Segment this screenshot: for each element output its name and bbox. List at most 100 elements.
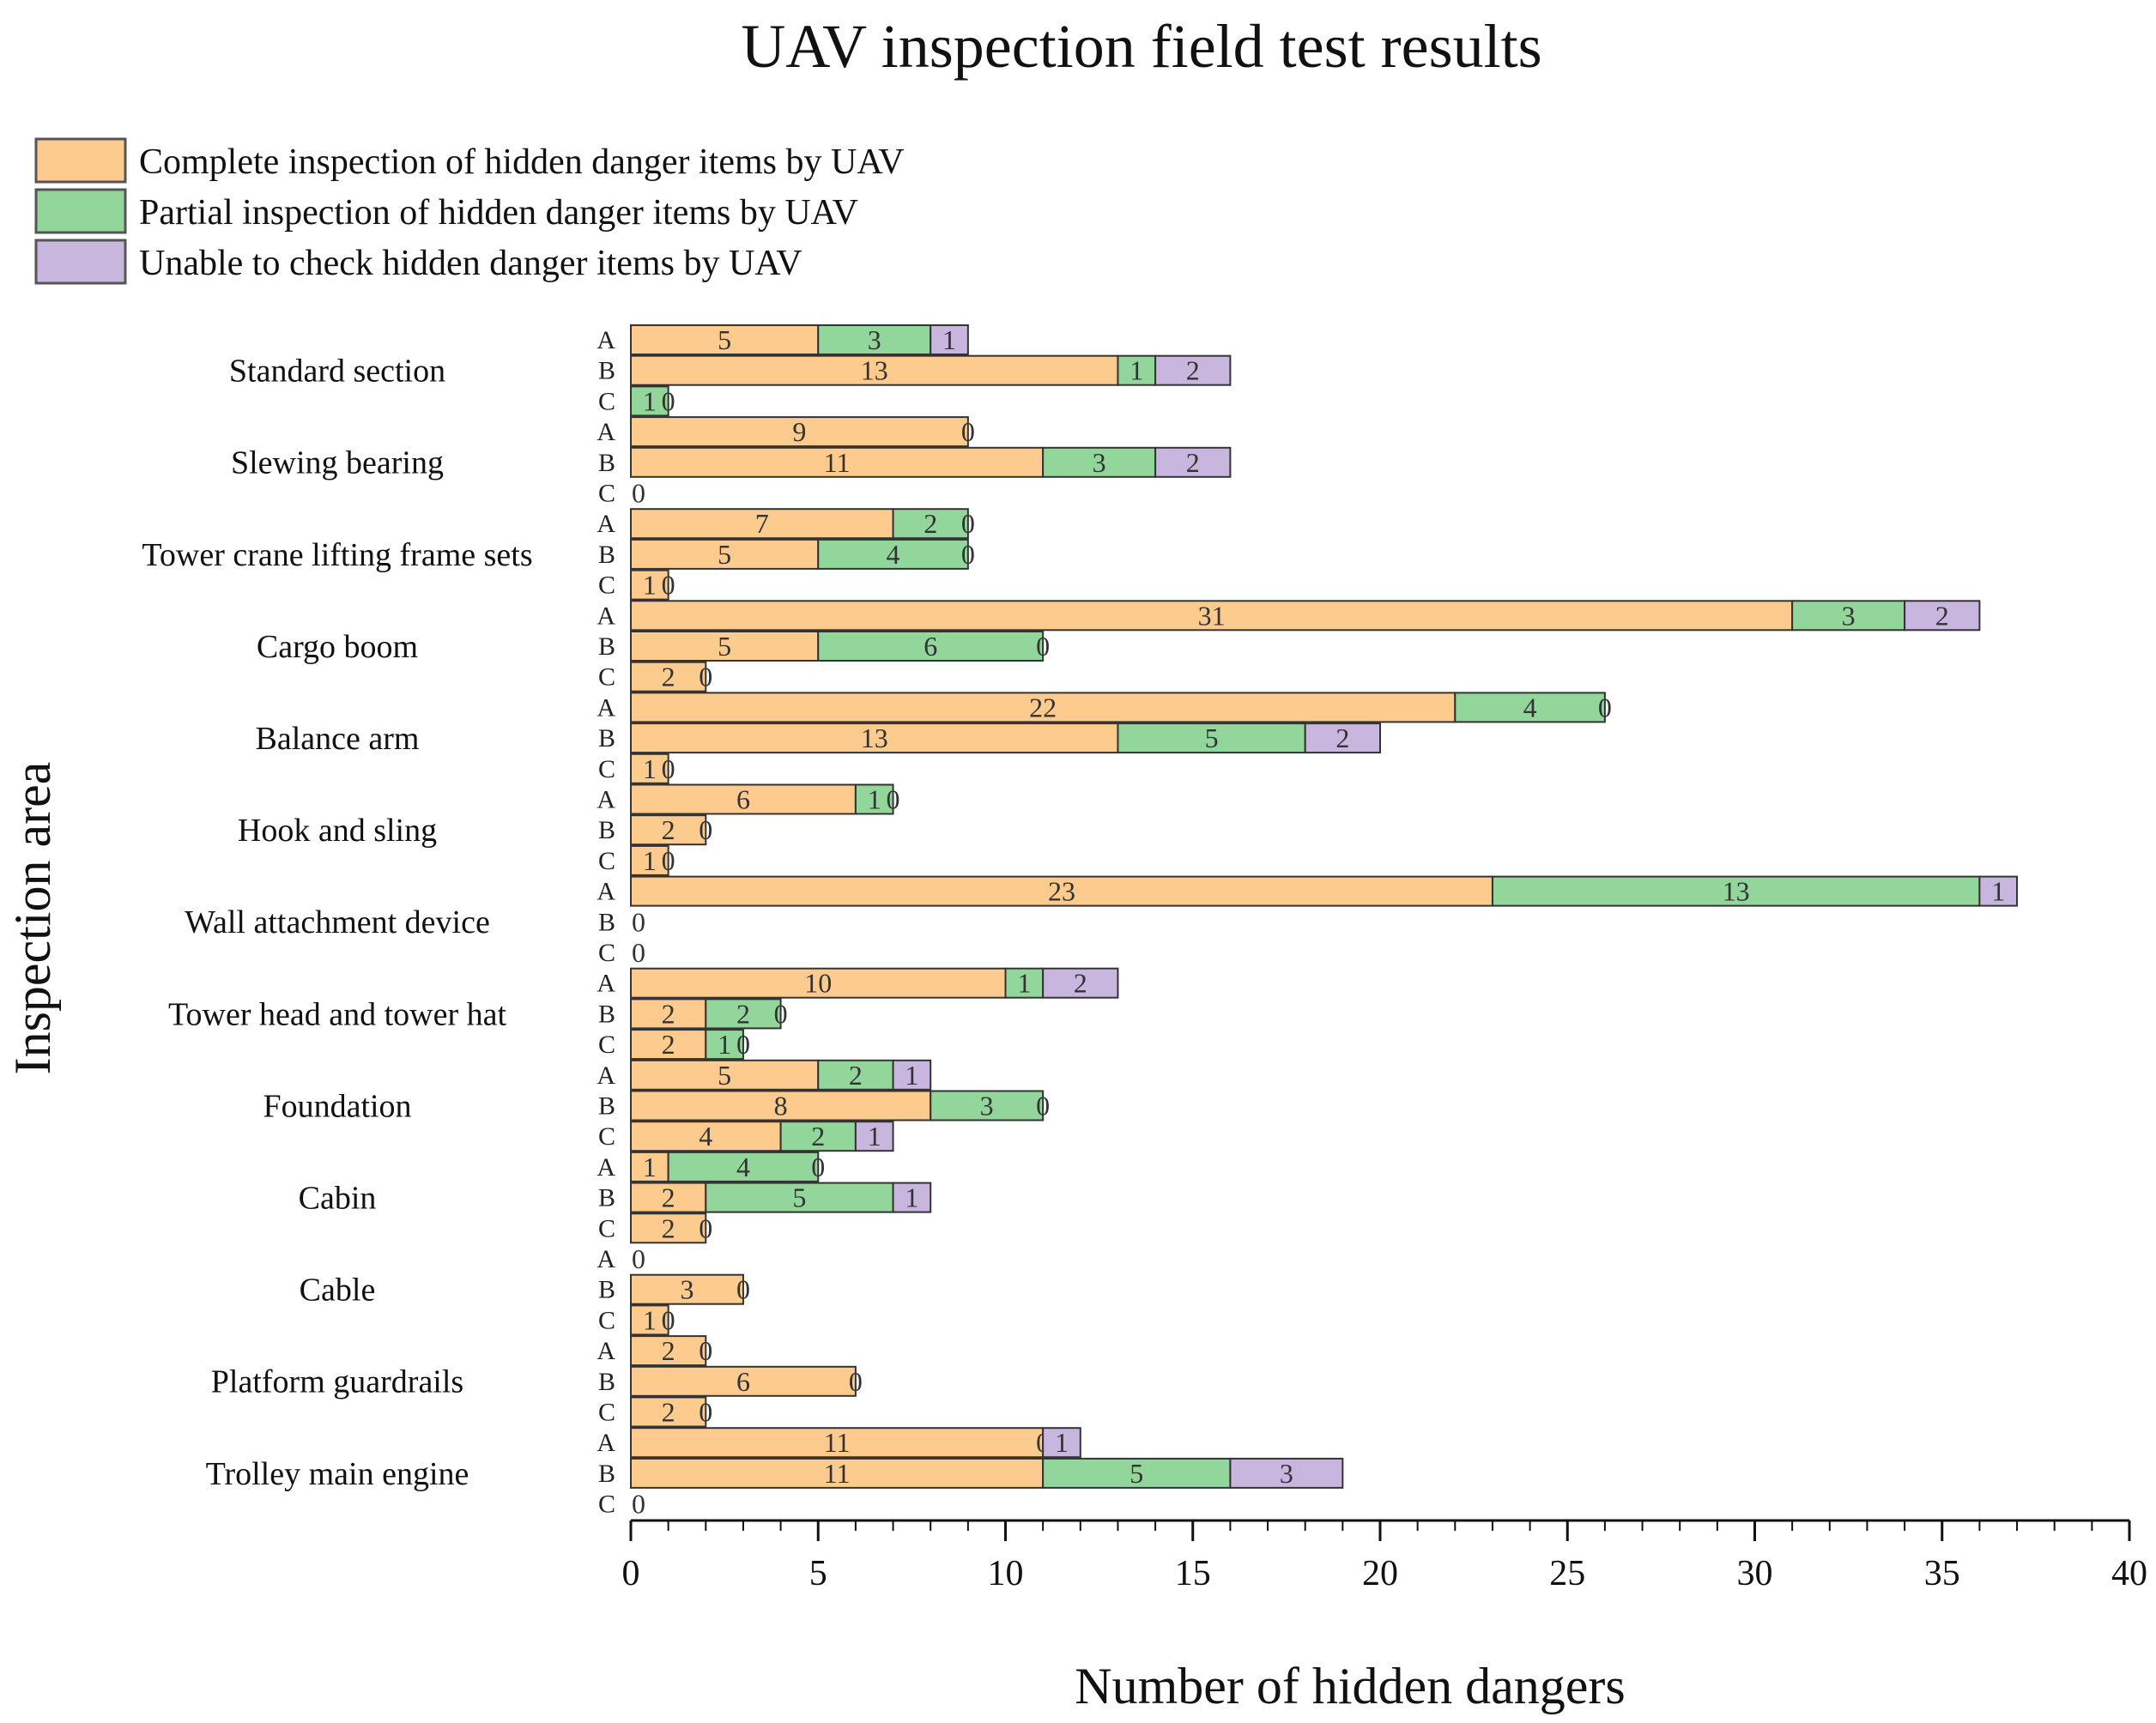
value-label-standard-section-b-partial: 1 bbox=[1129, 355, 1143, 386]
value-label-cabin-b-unable: 1 bbox=[905, 1182, 918, 1213]
bar-foundation-c-unable bbox=[854, 1121, 894, 1152]
bar-tower-crane-lifting-frame-sets-c-complete bbox=[630, 569, 669, 601]
value-label-standard-section-a-partial: 3 bbox=[868, 324, 881, 355]
x-tick-label-30: 30 bbox=[1737, 1554, 1773, 1593]
legend-label-partial: Partial inspection of hidden danger item… bbox=[139, 193, 858, 233]
value-label-hook-and-sling-a-complete: 6 bbox=[736, 784, 750, 815]
group-label-platform-guardrails-b: B bbox=[598, 1368, 615, 1396]
bar-balance-arm-b-unable bbox=[1304, 722, 1381, 754]
value-label-balance-arm-b-partial: 5 bbox=[1205, 722, 1219, 753]
value-label-hook-and-sling-b-partial: 0 bbox=[699, 814, 712, 845]
value-label-standard-section-c-partial: 1 bbox=[643, 385, 657, 416]
value-label-tower-crane-lifting-frame-sets-a-complete: 7 bbox=[755, 508, 769, 539]
value-label-wall-attachment-device-c-complete: 0 bbox=[632, 937, 645, 968]
bar-slewing-bearing-b-complete bbox=[630, 446, 1045, 478]
value-label-platform-guardrails-a-complete: 2 bbox=[662, 1335, 675, 1366]
bar-trolley-main-engine-b-unable bbox=[1229, 1457, 1344, 1489]
value-label-standard-section-b-complete: 13 bbox=[861, 355, 888, 386]
category-label-foundation: Foundation bbox=[263, 1088, 411, 1124]
bar-trolley-main-engine-a-unable bbox=[1042, 1427, 1081, 1459]
value-label-slewing-bearing-c-complete: 0 bbox=[632, 478, 645, 509]
group-label-cabin-a: A bbox=[597, 1153, 615, 1182]
value-label-cargo-boom-a-unable: 2 bbox=[1935, 600, 1949, 631]
value-label-foundation-c-complete: 4 bbox=[699, 1121, 712, 1152]
bar-platform-guardrails-b-complete bbox=[630, 1365, 857, 1397]
value-label-slewing-bearing-b-partial: 3 bbox=[1093, 447, 1106, 478]
bar-cabin-b-complete bbox=[630, 1182, 707, 1213]
bar-foundation-a-unable bbox=[892, 1059, 932, 1091]
x-tick-label-25: 25 bbox=[1549, 1554, 1585, 1593]
plot-area: Standard sectionA531B1312C010Slewing bea… bbox=[142, 324, 2147, 1593]
value-label-hook-and-sling-a-partial: 1 bbox=[868, 784, 881, 815]
group-label-slewing-bearing-c: C bbox=[598, 480, 615, 508]
group-label-standard-section-c: C bbox=[598, 387, 615, 415]
value-label-hook-and-sling-a-unable: 0 bbox=[887, 784, 900, 815]
category-label-cable: Cable bbox=[300, 1273, 376, 1309]
bar-tower-crane-lifting-frame-sets-a-partial bbox=[892, 508, 969, 540]
category-label-cabin: Cabin bbox=[299, 1180, 377, 1216]
group-label-balance-arm-a: A bbox=[597, 693, 615, 722]
value-label-slewing-bearing-b-unable: 2 bbox=[1186, 447, 1200, 478]
value-label-tower-head-and-tower-hat-a-unable: 2 bbox=[1074, 968, 1087, 999]
value-label-tower-head-and-tower-hat-b-unable: 0 bbox=[774, 998, 788, 1029]
group-label-cargo-boom-a: A bbox=[597, 602, 615, 630]
value-label-balance-arm-c-partial: 0 bbox=[662, 753, 675, 784]
value-label-foundation-a-complete: 5 bbox=[718, 1060, 731, 1091]
value-label-trolley-main-engine-b-unable: 3 bbox=[1280, 1458, 1293, 1489]
value-label-cargo-boom-c-partial: 0 bbox=[699, 662, 712, 692]
bar-hook-and-sling-a-partial bbox=[854, 783, 894, 815]
value-label-cable-b-complete: 3 bbox=[680, 1274, 693, 1305]
value-label-wall-attachment-device-a-partial: 13 bbox=[1723, 876, 1750, 907]
bar-hook-and-sling-c-complete bbox=[630, 844, 669, 876]
bar-tower-head-and-tower-hat-c-complete bbox=[630, 1029, 707, 1061]
bar-tower-head-and-tower-hat-a-unable bbox=[1042, 967, 1119, 999]
value-label-foundation-a-unable: 1 bbox=[905, 1060, 918, 1091]
category-label-hook-and-sling: Hook and sling bbox=[238, 813, 437, 849]
value-label-wall-attachment-device-a-complete: 23 bbox=[1048, 876, 1075, 907]
value-label-trolley-main-engine-b-complete: 11 bbox=[824, 1458, 851, 1489]
value-label-hook-and-sling-b-complete: 2 bbox=[662, 814, 675, 845]
bar-cabin-a-complete bbox=[630, 1151, 669, 1182]
legend-swatch-complete bbox=[34, 137, 127, 184]
bar-standard-section-a-complete bbox=[630, 324, 820, 355]
value-label-hook-and-sling-c-complete: 1 bbox=[643, 845, 657, 876]
bar-tower-crane-lifting-frame-sets-a-complete bbox=[630, 508, 894, 540]
legend-label-complete: Complete inspection of hidden danger ite… bbox=[139, 142, 905, 182]
value-label-trolley-main-engine-c-complete: 0 bbox=[632, 1489, 645, 1520]
value-label-platform-guardrails-b-partial: 0 bbox=[849, 1366, 863, 1397]
group-label-standard-section-a: A bbox=[597, 326, 615, 354]
value-label-balance-arm-c-complete: 1 bbox=[643, 753, 657, 784]
value-label-cable-c-complete: 1 bbox=[643, 1304, 657, 1335]
group-label-balance-arm-b: B bbox=[598, 724, 615, 753]
bar-balance-arm-c-complete bbox=[630, 753, 669, 784]
group-label-hook-and-sling-a: A bbox=[597, 786, 615, 814]
value-label-tower-head-and-tower-hat-c-partial: 1 bbox=[718, 1029, 731, 1060]
value-label-slewing-bearing-a-complete: 9 bbox=[792, 416, 806, 447]
legend-swatch-unable bbox=[34, 239, 127, 285]
value-label-cabin-a-partial: 4 bbox=[736, 1152, 750, 1182]
value-label-tower-head-and-tower-hat-c-complete: 2 bbox=[662, 1029, 675, 1060]
bar-hook-and-sling-b-complete bbox=[630, 814, 707, 846]
bar-cabin-b-unable bbox=[892, 1182, 932, 1213]
value-label-cable-a-complete: 0 bbox=[632, 1243, 645, 1274]
bar-standard-section-b-unable bbox=[1154, 354, 1232, 386]
value-label-cabin-b-complete: 2 bbox=[662, 1182, 675, 1213]
value-label-trolley-main-engine-a-complete: 11 bbox=[824, 1427, 851, 1458]
bar-standard-section-b-partial bbox=[1117, 354, 1157, 386]
bar-wall-attachment-device-a-complete bbox=[630, 875, 1493, 907]
value-label-cargo-boom-c-complete: 2 bbox=[662, 662, 675, 692]
value-label-tower-crane-lifting-frame-sets-a-partial: 2 bbox=[924, 508, 937, 539]
bar-cabin-a-partial bbox=[667, 1151, 820, 1182]
group-label-slewing-bearing-a: A bbox=[597, 418, 615, 446]
bar-cargo-boom-c-complete bbox=[630, 661, 707, 692]
value-label-tower-head-and-tower-hat-a-partial: 1 bbox=[1017, 968, 1031, 999]
value-label-wall-attachment-device-a-unable: 1 bbox=[1991, 876, 2005, 907]
chart-title: UAV inspection field test results bbox=[741, 12, 1541, 81]
bar-wall-attachment-device-a-partial bbox=[1491, 875, 1981, 907]
value-label-platform-guardrails-c-partial: 0 bbox=[699, 1397, 712, 1428]
group-label-balance-arm-c: C bbox=[598, 755, 615, 783]
bar-wall-attachment-device-a-unable bbox=[1978, 875, 2019, 907]
value-label-foundation-b-complete: 8 bbox=[774, 1091, 788, 1121]
value-label-cable-c-partial: 0 bbox=[662, 1304, 675, 1335]
